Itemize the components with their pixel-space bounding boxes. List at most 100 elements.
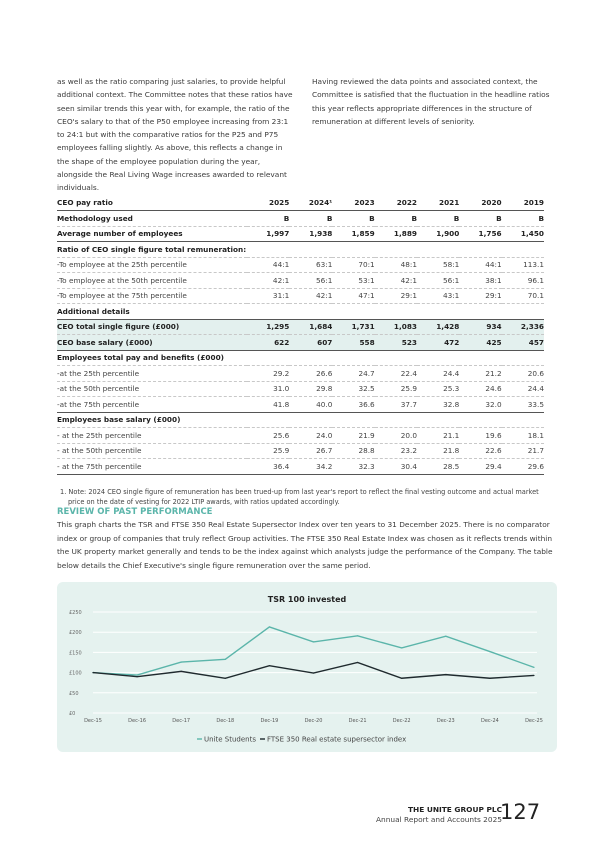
row-label: -at the 50th percentile <box>57 381 247 397</box>
cell: 25.3 <box>417 381 460 397</box>
row-label: CEO pay ratio <box>57 195 247 211</box>
data-point <box>401 647 403 649</box>
data-point <box>136 674 138 676</box>
y-tick-label: £150 <box>69 650 82 656</box>
ceo-pay-ratio-table: CEO pay ratio 2025 2024¹ 2023 2022 2021 2020 20… <box>57 195 544 475</box>
cell: 56:1 <box>417 272 460 289</box>
cell <box>417 350 460 366</box>
tsr-chart: TSR 100 invested £0 £50 £100 £150 £200 £250 Dec… <box>57 582 557 752</box>
data-point <box>445 635 447 637</box>
cell: 607 <box>289 334 333 351</box>
series-line-1 <box>92 661 535 679</box>
data-point <box>224 677 226 679</box>
cell <box>459 303 502 320</box>
cell: 41.8 <box>247 396 290 413</box>
data-point <box>533 674 535 677</box>
cell: 1,997 <box>247 226 290 242</box>
table-row: Ratio of CEO single figure total remuner… <box>57 241 544 258</box>
data-point <box>357 635 359 637</box>
cell: 1,083 <box>374 319 418 335</box>
cell: 42:1 <box>289 288 333 304</box>
table-row: -at the 75th percentile 41.8 40.0 36.6 37.7 3… <box>57 396 544 413</box>
x-tick-label: Dec-15 <box>84 718 102 724</box>
cell: 96.1 <box>501 272 544 289</box>
cell: 425 <box>459 334 502 351</box>
y-tick-label: £250 <box>69 610 82 616</box>
cell: B <box>289 210 333 227</box>
y-tick-label: £100 <box>69 671 82 677</box>
cell: 457 <box>501 334 544 351</box>
table-row: -To employee at the 25th percentile 44:1 6… <box>57 257 544 273</box>
cell: 34.2 <box>289 458 333 475</box>
table-row: Employees total pay and benefits (£000) <box>57 350 544 366</box>
row-label: Ratio of CEO single figure total remuner… <box>57 241 247 258</box>
table-row: -To employee at the 50th percentile 42:1 5… <box>57 272 544 289</box>
data-point <box>489 677 491 679</box>
x-tick-label: Dec-22 <box>393 718 411 724</box>
row-label: CEO total single figure (£000) <box>57 319 247 335</box>
cell <box>374 412 418 428</box>
row-label: -To employee at the 75th percentile <box>57 288 247 304</box>
cell <box>247 241 290 258</box>
cell: 24.7 <box>332 365 375 382</box>
cell: B <box>374 210 418 227</box>
data-point <box>312 641 315 643</box>
cell <box>417 303 460 320</box>
data-point <box>268 665 270 667</box>
cell: 20.6 <box>501 365 544 382</box>
row-label: Average number of employees <box>57 226 247 242</box>
footer-company: THE UNITE GROUP PLC <box>407 805 502 814</box>
row-label: Additional details <box>57 303 247 320</box>
cell: 53:1 <box>332 272 375 289</box>
cell: 22.4 <box>374 365 418 382</box>
data-point <box>489 650 491 653</box>
cell <box>289 350 333 366</box>
table-row: -To employee at the 75th percentile 31:1 4… <box>57 288 544 304</box>
cell: 70.1 <box>501 288 544 304</box>
row-label: -To employee at the 25th percentile <box>57 257 247 273</box>
cell: 20.0 <box>374 427 418 444</box>
data-point <box>268 626 270 628</box>
cell: 29.4 <box>459 458 502 475</box>
x-tick-label: Dec-19 <box>260 718 278 724</box>
legend-label: Unite Students <box>204 736 256 744</box>
cell: 29.8 <box>289 381 333 397</box>
row-label: -To employee at the 50th percentile <box>57 272 247 289</box>
chart-title: TSR 100 invested <box>268 595 347 604</box>
cell <box>332 241 375 258</box>
row-label: - at the 50th percentile <box>57 443 247 459</box>
row-label: Methodology used <box>57 210 247 227</box>
data-point <box>401 677 403 679</box>
cell: 29.2 <box>247 365 290 382</box>
cell: 2,336 <box>501 319 544 335</box>
legend-label: FTSE 350 Real estate supersector index <box>267 736 406 744</box>
cell: 42:1 <box>247 272 290 289</box>
cell: 26.7 <box>289 443 333 459</box>
row-label: Employees base salary (£000) <box>57 412 247 428</box>
intro-right-paragraph: Having reviewed the data points and asso… <box>312 77 550 126</box>
cell: 1,938 <box>289 226 333 242</box>
cell <box>332 350 375 366</box>
cell: 58:1 <box>417 257 460 273</box>
cell: B <box>417 210 460 227</box>
data-point <box>357 661 359 664</box>
cell: B <box>501 210 544 227</box>
cell <box>501 241 544 258</box>
x-tick-label: Dec-21 <box>349 718 367 724</box>
y-tick-label: £200 <box>69 630 82 636</box>
cell: 21.1 <box>417 427 460 444</box>
row-label: CEO base salary (£000) <box>57 334 247 351</box>
cell: 28.5 <box>417 458 460 475</box>
cell: 24.6 <box>459 381 502 397</box>
cell <box>501 350 544 366</box>
table-row: -at the 50th percentile 31.0 29.8 32.5 25.9 2… <box>57 381 544 397</box>
cell: 31:1 <box>247 288 290 304</box>
cell <box>374 303 418 320</box>
table-row: -at the 25th percentile 29.2 26.6 24.7 22.4 2… <box>57 365 544 382</box>
y-tick-label: £50 <box>69 691 79 697</box>
y-tick-label: £0 <box>69 711 75 717</box>
cell: 36.4 <box>247 458 290 475</box>
cell <box>501 303 544 320</box>
cell: 1,450 <box>501 226 544 242</box>
cell: 32.0 <box>459 396 502 413</box>
